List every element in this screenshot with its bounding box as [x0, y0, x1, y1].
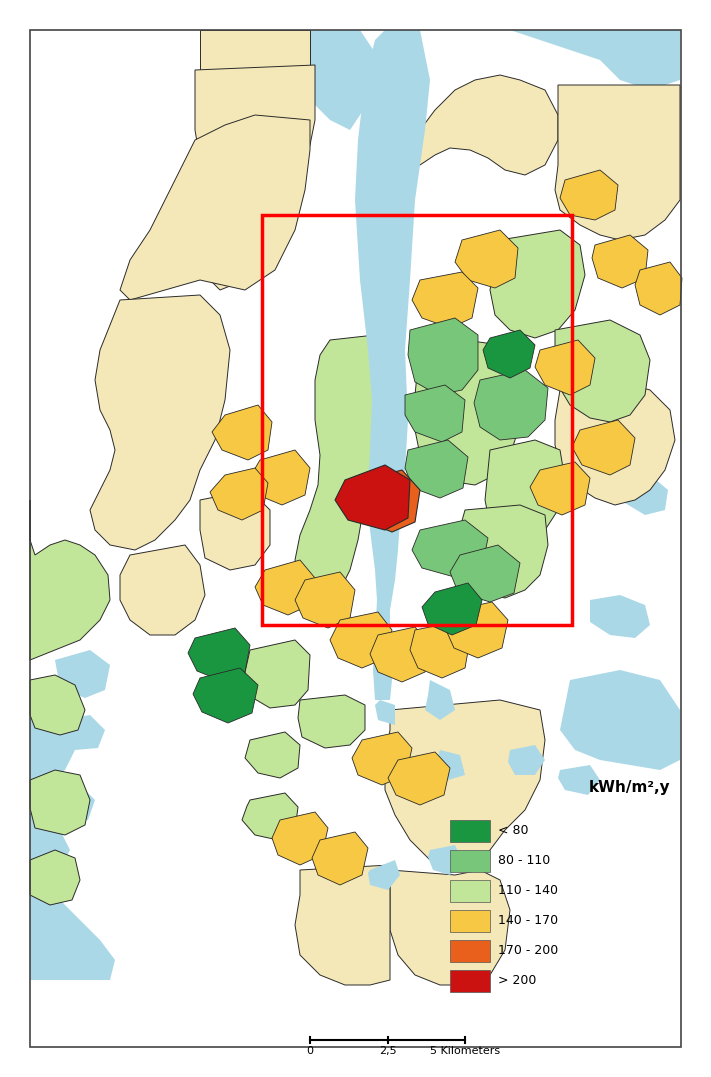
- Polygon shape: [408, 318, 478, 395]
- Polygon shape: [352, 732, 412, 785]
- Polygon shape: [48, 785, 95, 822]
- Polygon shape: [242, 793, 298, 840]
- Polygon shape: [370, 627, 430, 682]
- Polygon shape: [572, 420, 635, 475]
- Polygon shape: [458, 505, 548, 598]
- Polygon shape: [620, 135, 680, 174]
- Polygon shape: [30, 500, 110, 660]
- Polygon shape: [560, 670, 680, 770]
- Polygon shape: [558, 765, 600, 795]
- Polygon shape: [200, 490, 270, 570]
- Text: 2,5: 2,5: [379, 1046, 396, 1057]
- Polygon shape: [212, 405, 272, 460]
- Text: 5 Kilometers: 5 Kilometers: [430, 1046, 500, 1057]
- Polygon shape: [30, 675, 85, 735]
- Text: 170 - 200: 170 - 200: [498, 945, 558, 957]
- Polygon shape: [30, 770, 90, 835]
- Polygon shape: [592, 235, 648, 288]
- Polygon shape: [356, 470, 420, 532]
- Polygon shape: [530, 462, 590, 515]
- Polygon shape: [120, 115, 310, 300]
- Polygon shape: [580, 95, 650, 145]
- Polygon shape: [555, 85, 680, 240]
- Text: kWh/m²,y: kWh/m²,y: [589, 780, 670, 795]
- Polygon shape: [508, 745, 545, 775]
- Polygon shape: [485, 440, 565, 540]
- Polygon shape: [245, 640, 310, 708]
- Text: 110 - 140: 110 - 140: [498, 884, 558, 897]
- Polygon shape: [200, 30, 310, 70]
- Polygon shape: [375, 75, 558, 174]
- Polygon shape: [55, 651, 110, 698]
- Polygon shape: [272, 812, 328, 865]
- Polygon shape: [405, 440, 468, 498]
- Polygon shape: [193, 668, 258, 723]
- Polygon shape: [412, 520, 488, 578]
- Polygon shape: [295, 865, 390, 985]
- Bar: [262, 215, 572, 625]
- Polygon shape: [490, 230, 585, 338]
- Polygon shape: [446, 602, 508, 658]
- Polygon shape: [635, 262, 682, 314]
- Polygon shape: [330, 612, 392, 668]
- Polygon shape: [255, 560, 315, 615]
- Polygon shape: [58, 715, 105, 750]
- Polygon shape: [390, 870, 510, 985]
- Polygon shape: [422, 583, 482, 635]
- Polygon shape: [30, 820, 70, 870]
- Polygon shape: [245, 732, 300, 778]
- Polygon shape: [450, 545, 520, 602]
- Polygon shape: [30, 700, 75, 780]
- Polygon shape: [555, 380, 675, 505]
- Polygon shape: [30, 920, 80, 975]
- Polygon shape: [295, 572, 355, 628]
- Polygon shape: [368, 861, 400, 890]
- Bar: [450, 970, 490, 992]
- Polygon shape: [300, 30, 380, 130]
- Polygon shape: [250, 450, 310, 505]
- Polygon shape: [30, 200, 115, 980]
- Polygon shape: [295, 335, 380, 600]
- Polygon shape: [474, 370, 548, 440]
- Polygon shape: [560, 170, 618, 220]
- Polygon shape: [210, 468, 268, 520]
- Polygon shape: [312, 833, 368, 885]
- Polygon shape: [405, 384, 465, 442]
- Polygon shape: [90, 295, 230, 550]
- Polygon shape: [428, 845, 462, 875]
- Polygon shape: [535, 340, 595, 395]
- Polygon shape: [120, 545, 205, 635]
- Polygon shape: [180, 65, 315, 290]
- Text: 140 - 170: 140 - 170: [498, 914, 558, 927]
- Polygon shape: [375, 700, 395, 725]
- Polygon shape: [355, 30, 430, 700]
- Polygon shape: [188, 628, 250, 681]
- Polygon shape: [555, 320, 650, 422]
- Text: 0: 0: [306, 1046, 314, 1057]
- Polygon shape: [483, 330, 535, 378]
- Polygon shape: [412, 272, 478, 328]
- Bar: [450, 820, 490, 842]
- Polygon shape: [385, 700, 545, 870]
- Bar: [450, 880, 490, 903]
- Polygon shape: [335, 465, 410, 530]
- Bar: [450, 940, 490, 962]
- Polygon shape: [425, 680, 455, 721]
- Text: 80 - 110: 80 - 110: [498, 854, 550, 867]
- Polygon shape: [455, 230, 518, 288]
- Polygon shape: [388, 752, 450, 805]
- Polygon shape: [435, 750, 465, 780]
- Polygon shape: [30, 850, 80, 905]
- Text: < 80: < 80: [498, 825, 528, 838]
- Polygon shape: [625, 475, 668, 515]
- Polygon shape: [590, 595, 650, 638]
- Bar: [450, 850, 490, 872]
- Polygon shape: [510, 30, 680, 90]
- Polygon shape: [298, 695, 365, 749]
- Bar: [450, 910, 490, 932]
- Polygon shape: [415, 340, 525, 485]
- Text: > 200: > 200: [498, 975, 536, 988]
- Polygon shape: [410, 623, 470, 679]
